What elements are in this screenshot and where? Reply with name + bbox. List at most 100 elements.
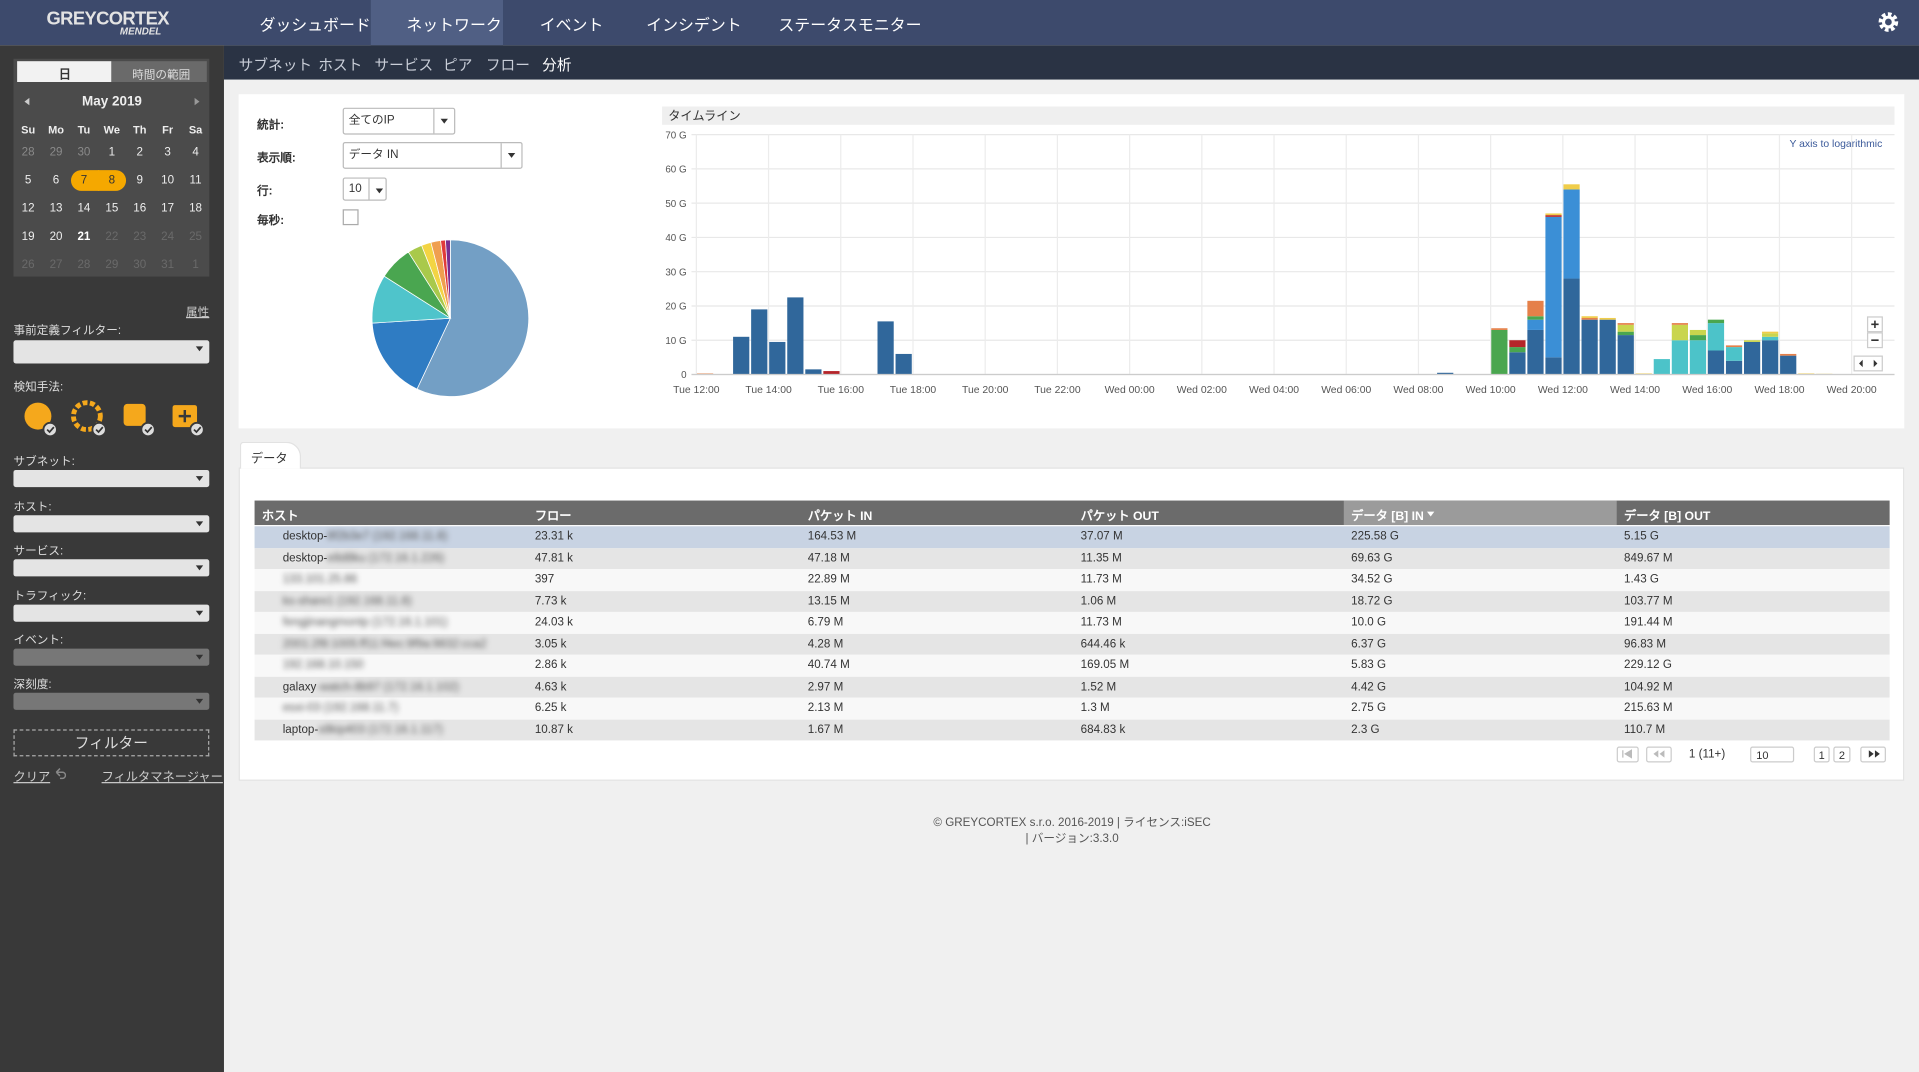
subnav-item[interactable]: サービス: [374, 56, 434, 74]
table-row[interactable]: [254, 654, 1890, 677]
zoom-button[interactable]: [1866, 332, 1883, 349]
calendar-day[interactable]: 28: [21, 145, 35, 160]
prev-month[interactable]: [22, 97, 32, 107]
attr-link[interactable]: 属性: [186, 305, 210, 320]
table-row[interactable]: [254, 676, 1890, 698]
column-header[interactable]: ホスト: [261, 510, 299, 524]
chart-annotation[interactable]: Y axis to logarithmic: [1789, 139, 1882, 150]
calendar-day[interactable]: 24: [161, 230, 175, 244]
calendar-day[interactable]: 15: [105, 201, 119, 216]
calendar-day[interactable]: 2: [136, 145, 143, 160]
calendar-day[interactable]: 28: [77, 258, 91, 272]
calendar-day[interactable]: 9: [136, 173, 143, 188]
subnav-item[interactable]: サブネット: [238, 56, 313, 74]
filter-select[interactable]: [13, 515, 210, 533]
calendar-day[interactable]: 29: [105, 258, 119, 272]
calendar-day[interactable]: 14: [77, 201, 91, 216]
detection-icon[interactable]: [123, 403, 156, 438]
logo[interactable]: GREYCORTEX: [46, 8, 170, 30]
column-header[interactable]: データ [B] OUT: [1624, 510, 1711, 524]
nav-item[interactable]: ネットワーク: [406, 15, 502, 35]
table-row[interactable]: [254, 526, 1890, 548]
subnav-item[interactable]: ピア: [443, 56, 473, 74]
prev-page[interactable]: [1646, 746, 1672, 763]
calendar-day[interactable]: 18: [189, 201, 203, 216]
settings-icon[interactable]: [1877, 11, 1899, 33]
nav-item[interactable]: ダッシュボード: [259, 15, 371, 35]
calendar-day[interactable]: 22: [105, 230, 119, 244]
manager-link[interactable]: フィルタマネージャー: [101, 771, 223, 785]
calendar-day[interactable]: 1: [108, 145, 116, 160]
pan-button[interactable]: [1853, 355, 1883, 372]
calendar-day[interactable]: 10: [161, 173, 175, 188]
column-header[interactable]: データ [B] IN: [1351, 510, 1424, 524]
calendar-day[interactable]: 27: [49, 258, 63, 272]
table-row[interactable]: [254, 590, 1890, 612]
clear-link[interactable]: クリア: [13, 771, 51, 785]
detection-icon[interactable]: [70, 400, 107, 438]
column-header[interactable]: パケット IN: [807, 510, 873, 524]
filter-select[interactable]: [13, 692, 210, 710]
calendar-day[interactable]: 20: [49, 230, 63, 244]
calendar-day[interactable]: 13: [49, 201, 63, 216]
order-select[interactable]: データ IN: [342, 141, 523, 169]
calendar-day[interactable]: 30: [133, 258, 147, 272]
calendar-day[interactable]: 5: [24, 173, 32, 188]
calendar-tab[interactable]: [111, 61, 207, 82]
calendar-day[interactable]: 12: [21, 201, 35, 216]
page-button[interactable]: 1: [1813, 746, 1830, 763]
next-month[interactable]: [192, 97, 202, 107]
calendar-day[interactable]: 8: [108, 173, 116, 188]
calendar-tab-label[interactable]: 日: [58, 68, 71, 82]
subnav-item[interactable]: ホスト: [318, 56, 363, 74]
calendar-day[interactable]: 21: [77, 230, 91, 244]
nav-item[interactable]: インシデント: [646, 15, 742, 35]
filter-button[interactable]: フィルター: [13, 729, 210, 757]
table-row[interactable]: [254, 633, 1890, 655]
filter-select[interactable]: [13, 559, 210, 577]
subnav-item[interactable]: フロー: [485, 56, 530, 74]
calendar-day[interactable]: 26: [21, 258, 35, 272]
calendar-day[interactable]: 3: [164, 145, 171, 160]
table-row[interactable]: [254, 719, 1890, 741]
first-page[interactable]: [1616, 746, 1639, 763]
calendar-day[interactable]: 19: [21, 230, 35, 244]
column-header[interactable]: フロー: [534, 510, 572, 524]
table-row[interactable]: [254, 697, 1890, 720]
calendar-day[interactable]: 7: [80, 173, 88, 188]
detection-icon[interactable]: [24, 402, 58, 438]
detection-icon[interactable]: [172, 405, 205, 438]
calendar-day[interactable]: 17: [161, 201, 175, 216]
calendar-tab-active[interactable]: [17, 61, 112, 82]
calendar-day[interactable]: 25: [189, 230, 203, 244]
filter-select[interactable]: [13, 648, 210, 666]
calendar-day[interactable]: 30: [77, 145, 91, 160]
calendar-day[interactable]: 23: [133, 230, 147, 244]
zoom-button[interactable]: [1866, 316, 1883, 333]
calendar-day[interactable]: 1: [192, 258, 199, 272]
table-row[interactable]: [254, 547, 1890, 570]
predefined-select[interactable]: [13, 340, 210, 364]
calendar-day[interactable]: 16: [133, 201, 147, 216]
nav-item[interactable]: ステータスモニター: [778, 15, 922, 35]
nav-item[interactable]: イベント: [539, 15, 604, 35]
table-row[interactable]: [254, 611, 1890, 634]
calendar-day[interactable]: 11: [189, 173, 202, 188]
calendar-day[interactable]: 6: [52, 173, 60, 188]
rows-select[interactable]: 10: [342, 177, 387, 201]
next-page[interactable]: [1860, 746, 1886, 763]
table-row[interactable]: [254, 569, 1890, 591]
calendar-day[interactable]: 4: [192, 145, 199, 160]
data-tab[interactable]: [239, 441, 302, 469]
filter-select[interactable]: [13, 469, 210, 488]
per-page-select[interactable]: 10: [1750, 746, 1795, 763]
page-button[interactable]: 2: [1833, 746, 1851, 763]
calendar-tab-label[interactable]: 時間の範囲: [132, 68, 191, 82]
calendar-day[interactable]: 31: [161, 258, 175, 272]
subnav-item[interactable]: 分析: [542, 56, 572, 74]
calendar-day[interactable]: 29: [49, 145, 63, 160]
filter-select[interactable]: [13, 604, 210, 622]
column-header[interactable]: パケット OUT: [1080, 510, 1159, 524]
data-tab-label[interactable]: データ: [250, 452, 288, 467]
stat-select[interactable]: 全てのIP: [342, 107, 456, 135]
